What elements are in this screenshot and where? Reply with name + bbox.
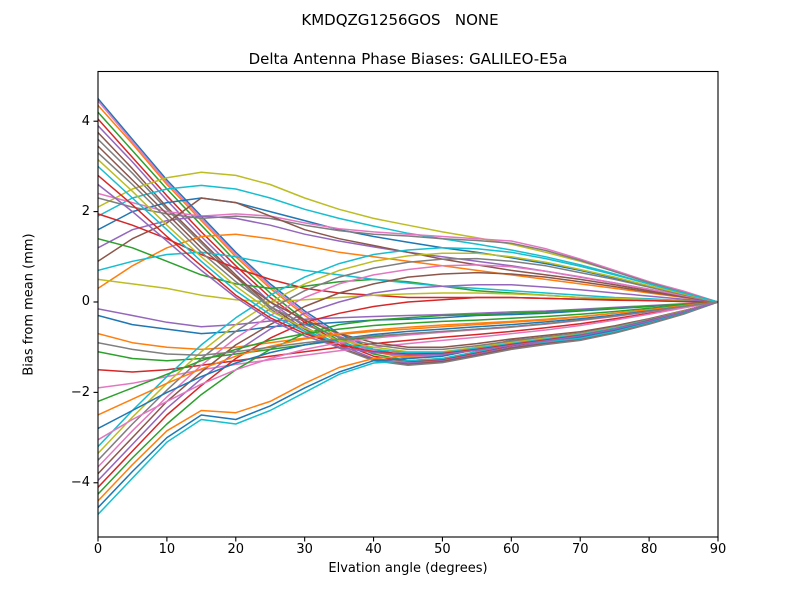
series-line-32 <box>98 284 718 482</box>
x-tick-label: 90 <box>709 542 727 557</box>
series-line-26 <box>98 301 718 389</box>
series-line-31 <box>98 296 718 489</box>
series-line-34 <box>98 264 718 468</box>
series-line-27 <box>98 301 718 516</box>
y-axis-label: Bias from mean (mm) <box>21 233 37 376</box>
series-line-37 <box>98 247 718 448</box>
x-tick-label: 0 <box>93 542 103 557</box>
x-tick-label: 80 <box>640 542 658 557</box>
x-tick-label: 40 <box>365 542 382 557</box>
series-line-38 <box>98 145 718 348</box>
series-line-45 <box>98 301 718 416</box>
y-tick-label: −4 <box>70 475 90 491</box>
series-line-48 <box>98 301 718 357</box>
x-tick-label: 30 <box>296 542 313 557</box>
series-line-44 <box>98 301 718 403</box>
series-line-41 <box>98 165 718 354</box>
x-axis-label: Elvation angle (degrees) <box>328 561 488 576</box>
series-line-25 <box>98 301 718 328</box>
series-line-28 <box>98 301 718 509</box>
y-tick-label: 0 <box>81 294 90 310</box>
series-line-16 <box>98 233 718 303</box>
y-tick-label: 4 <box>81 113 90 129</box>
series-line-35 <box>98 257 718 461</box>
series-line-08 <box>98 138 718 367</box>
y-tick-label: −2 <box>70 384 90 400</box>
series-line-10 <box>98 184 718 303</box>
series-line-13 <box>98 197 718 303</box>
x-tick-label: 20 <box>227 542 245 557</box>
series-line-33 <box>98 271 718 475</box>
axes-spines <box>97 70 719 538</box>
figure-title: KMDQZG1256GOS NONE <box>301 11 499 29</box>
series-line-43 <box>98 183 718 357</box>
x-tick-label: 70 <box>571 542 589 557</box>
axes-title: Delta Antenna Phase Biases: GALILEO-E5a <box>248 50 568 68</box>
series-line-20 <box>98 278 718 303</box>
y-tick-label: 2 <box>81 204 90 220</box>
series-line-15 <box>98 197 718 303</box>
x-tick-label: 60 <box>503 542 520 557</box>
series-line-30 <box>98 301 718 495</box>
series-line-39 <box>98 152 718 351</box>
x-tick-label: 10 <box>158 542 176 557</box>
x-tick-label: 50 <box>434 542 451 557</box>
series-line-02 <box>98 104 718 360</box>
series-line-36 <box>98 252 718 455</box>
series-line-46 <box>98 301 718 430</box>
